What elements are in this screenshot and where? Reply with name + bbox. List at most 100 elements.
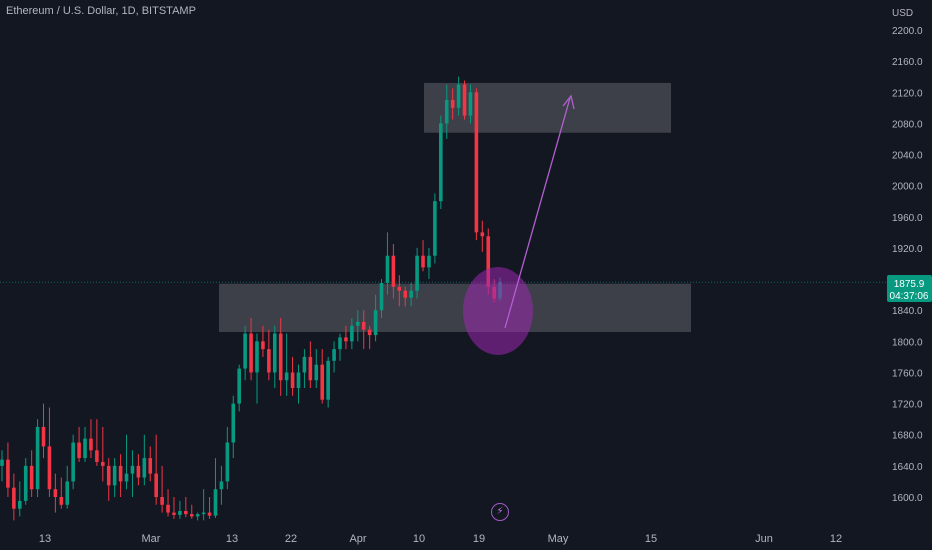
candle[interactable] xyxy=(47,407,52,497)
candle[interactable] xyxy=(350,317,354,350)
candle[interactable] xyxy=(231,395,236,459)
candle[interactable] xyxy=(462,80,467,120)
support-zone[interactable] xyxy=(219,283,691,332)
resistance-zone[interactable] xyxy=(424,82,671,133)
candle[interactable] xyxy=(207,497,212,519)
candle[interactable] xyxy=(296,364,301,404)
candle[interactable] xyxy=(154,434,158,505)
candle[interactable] xyxy=(130,450,135,497)
candle[interactable] xyxy=(249,317,253,381)
candle[interactable] xyxy=(314,349,319,389)
candle[interactable] xyxy=(379,279,384,318)
candle[interactable] xyxy=(124,434,129,490)
candle[interactable] xyxy=(385,232,390,295)
time-tick-label: May xyxy=(548,533,569,545)
candle[interactable] xyxy=(409,282,413,307)
candle[interactable] xyxy=(474,88,479,241)
candle[interactable] xyxy=(23,458,28,505)
candle[interactable] xyxy=(0,450,4,482)
candle[interactable] xyxy=(456,76,461,116)
candle[interactable] xyxy=(433,193,437,264)
candle[interactable] xyxy=(83,426,87,462)
candle[interactable] xyxy=(439,115,443,210)
candle[interactable] xyxy=(6,442,10,497)
candle[interactable] xyxy=(344,325,348,350)
candle[interactable] xyxy=(261,325,265,357)
candle[interactable] xyxy=(178,500,182,519)
candle-body xyxy=(77,442,81,459)
candle[interactable] xyxy=(172,497,176,519)
candle[interactable] xyxy=(112,458,117,497)
candle[interactable] xyxy=(468,84,473,124)
candle[interactable] xyxy=(41,403,46,459)
candle[interactable] xyxy=(320,349,325,404)
candle[interactable] xyxy=(17,481,22,517)
candle[interactable] xyxy=(308,341,313,389)
candle[interactable] xyxy=(338,333,342,361)
candle[interactable] xyxy=(35,419,40,497)
candle[interactable] xyxy=(373,294,378,342)
candle[interactable] xyxy=(225,426,230,490)
time-tick-label: 19 xyxy=(473,533,485,545)
candle[interactable] xyxy=(189,504,194,519)
candle[interactable] xyxy=(148,446,153,482)
candle[interactable] xyxy=(284,333,289,396)
lightning-icon[interactable]: ⚡ xyxy=(491,503,509,521)
candle[interactable] xyxy=(136,454,141,486)
candle[interactable] xyxy=(95,419,99,466)
candle[interactable] xyxy=(415,247,419,299)
candle[interactable] xyxy=(421,240,425,272)
candle[interactable] xyxy=(267,329,271,381)
candle-body xyxy=(474,92,479,233)
candle[interactable] xyxy=(59,477,64,509)
candle[interactable] xyxy=(255,333,259,404)
candle[interactable] xyxy=(53,473,58,513)
candle[interactable] xyxy=(160,465,164,513)
candle-body xyxy=(12,487,16,509)
candle[interactable] xyxy=(450,88,455,120)
candle[interactable] xyxy=(201,489,206,521)
candle[interactable] xyxy=(397,275,402,307)
candle[interactable] xyxy=(480,220,485,252)
candle[interactable] xyxy=(367,325,372,350)
candle[interactable] xyxy=(427,247,431,280)
candle[interactable] xyxy=(391,244,396,299)
candle[interactable] xyxy=(118,454,123,497)
candle-body xyxy=(189,514,194,517)
candle-body xyxy=(267,349,271,373)
candle[interactable] xyxy=(77,426,81,462)
time-tick-label: 22 xyxy=(285,533,297,545)
candle[interactable] xyxy=(166,489,170,517)
candle[interactable] xyxy=(89,419,93,459)
candle[interactable] xyxy=(403,286,408,307)
candle[interactable] xyxy=(332,341,336,373)
time-tick-label: Jun xyxy=(755,533,773,545)
candle[interactable] xyxy=(142,434,147,486)
candle[interactable] xyxy=(106,458,111,501)
candle[interactable] xyxy=(12,473,16,521)
candle-body xyxy=(172,512,176,515)
candle[interactable] xyxy=(272,325,277,389)
candle[interactable] xyxy=(243,325,247,381)
chart-title: Ethereum / U.S. Dollar, 1D, BITSTAMP xyxy=(6,5,196,17)
candle[interactable] xyxy=(219,465,224,505)
candle-body xyxy=(29,465,34,490)
candle[interactable] xyxy=(213,458,218,519)
candle[interactable] xyxy=(326,356,330,408)
candle[interactable] xyxy=(302,349,307,389)
candle[interactable] xyxy=(237,364,241,412)
time-tick-label: 15 xyxy=(645,533,657,545)
candle[interactable] xyxy=(184,497,188,518)
candle[interactable] xyxy=(195,512,200,521)
candle[interactable] xyxy=(101,426,105,482)
candle-body xyxy=(361,321,366,330)
candle[interactable] xyxy=(29,450,34,497)
candle[interactable] xyxy=(65,465,70,509)
candle[interactable] xyxy=(71,434,75,490)
candle[interactable] xyxy=(356,310,360,342)
candle[interactable] xyxy=(290,356,295,396)
candle[interactable] xyxy=(278,317,283,396)
candle[interactable] xyxy=(361,310,366,350)
candle[interactable] xyxy=(444,84,449,139)
